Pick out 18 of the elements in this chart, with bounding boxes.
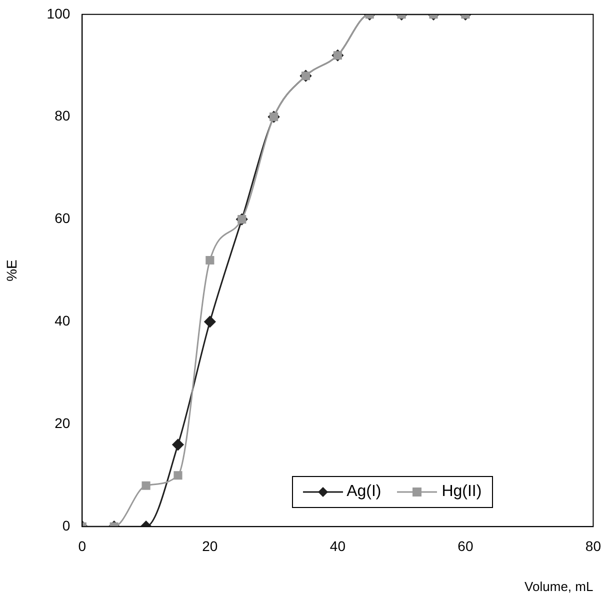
legend-label: Hg(II) xyxy=(442,483,482,500)
x-tick-label: 20 xyxy=(202,538,218,554)
y-axis-title: %E xyxy=(3,260,20,282)
x-tick-label: 40 xyxy=(330,538,346,554)
y-tick-label: 20 xyxy=(54,415,70,432)
x-tick-label: 60 xyxy=(458,538,474,554)
y-tick-label: 0 xyxy=(62,517,70,534)
point xyxy=(172,438,184,450)
y-tick-label: 80 xyxy=(54,108,70,124)
x-tick-label: 0 xyxy=(78,538,86,554)
legend-label: Ag(I) xyxy=(346,483,382,500)
point xyxy=(204,316,216,328)
x-tick-label: 80 xyxy=(585,538,602,554)
point xyxy=(206,256,214,265)
y-tick-label: 60 xyxy=(54,210,70,226)
x-axis-title: Volume, mL xyxy=(524,578,594,594)
y-tick-label: 40 xyxy=(54,312,70,329)
y-tick-label: 100 xyxy=(46,5,70,22)
